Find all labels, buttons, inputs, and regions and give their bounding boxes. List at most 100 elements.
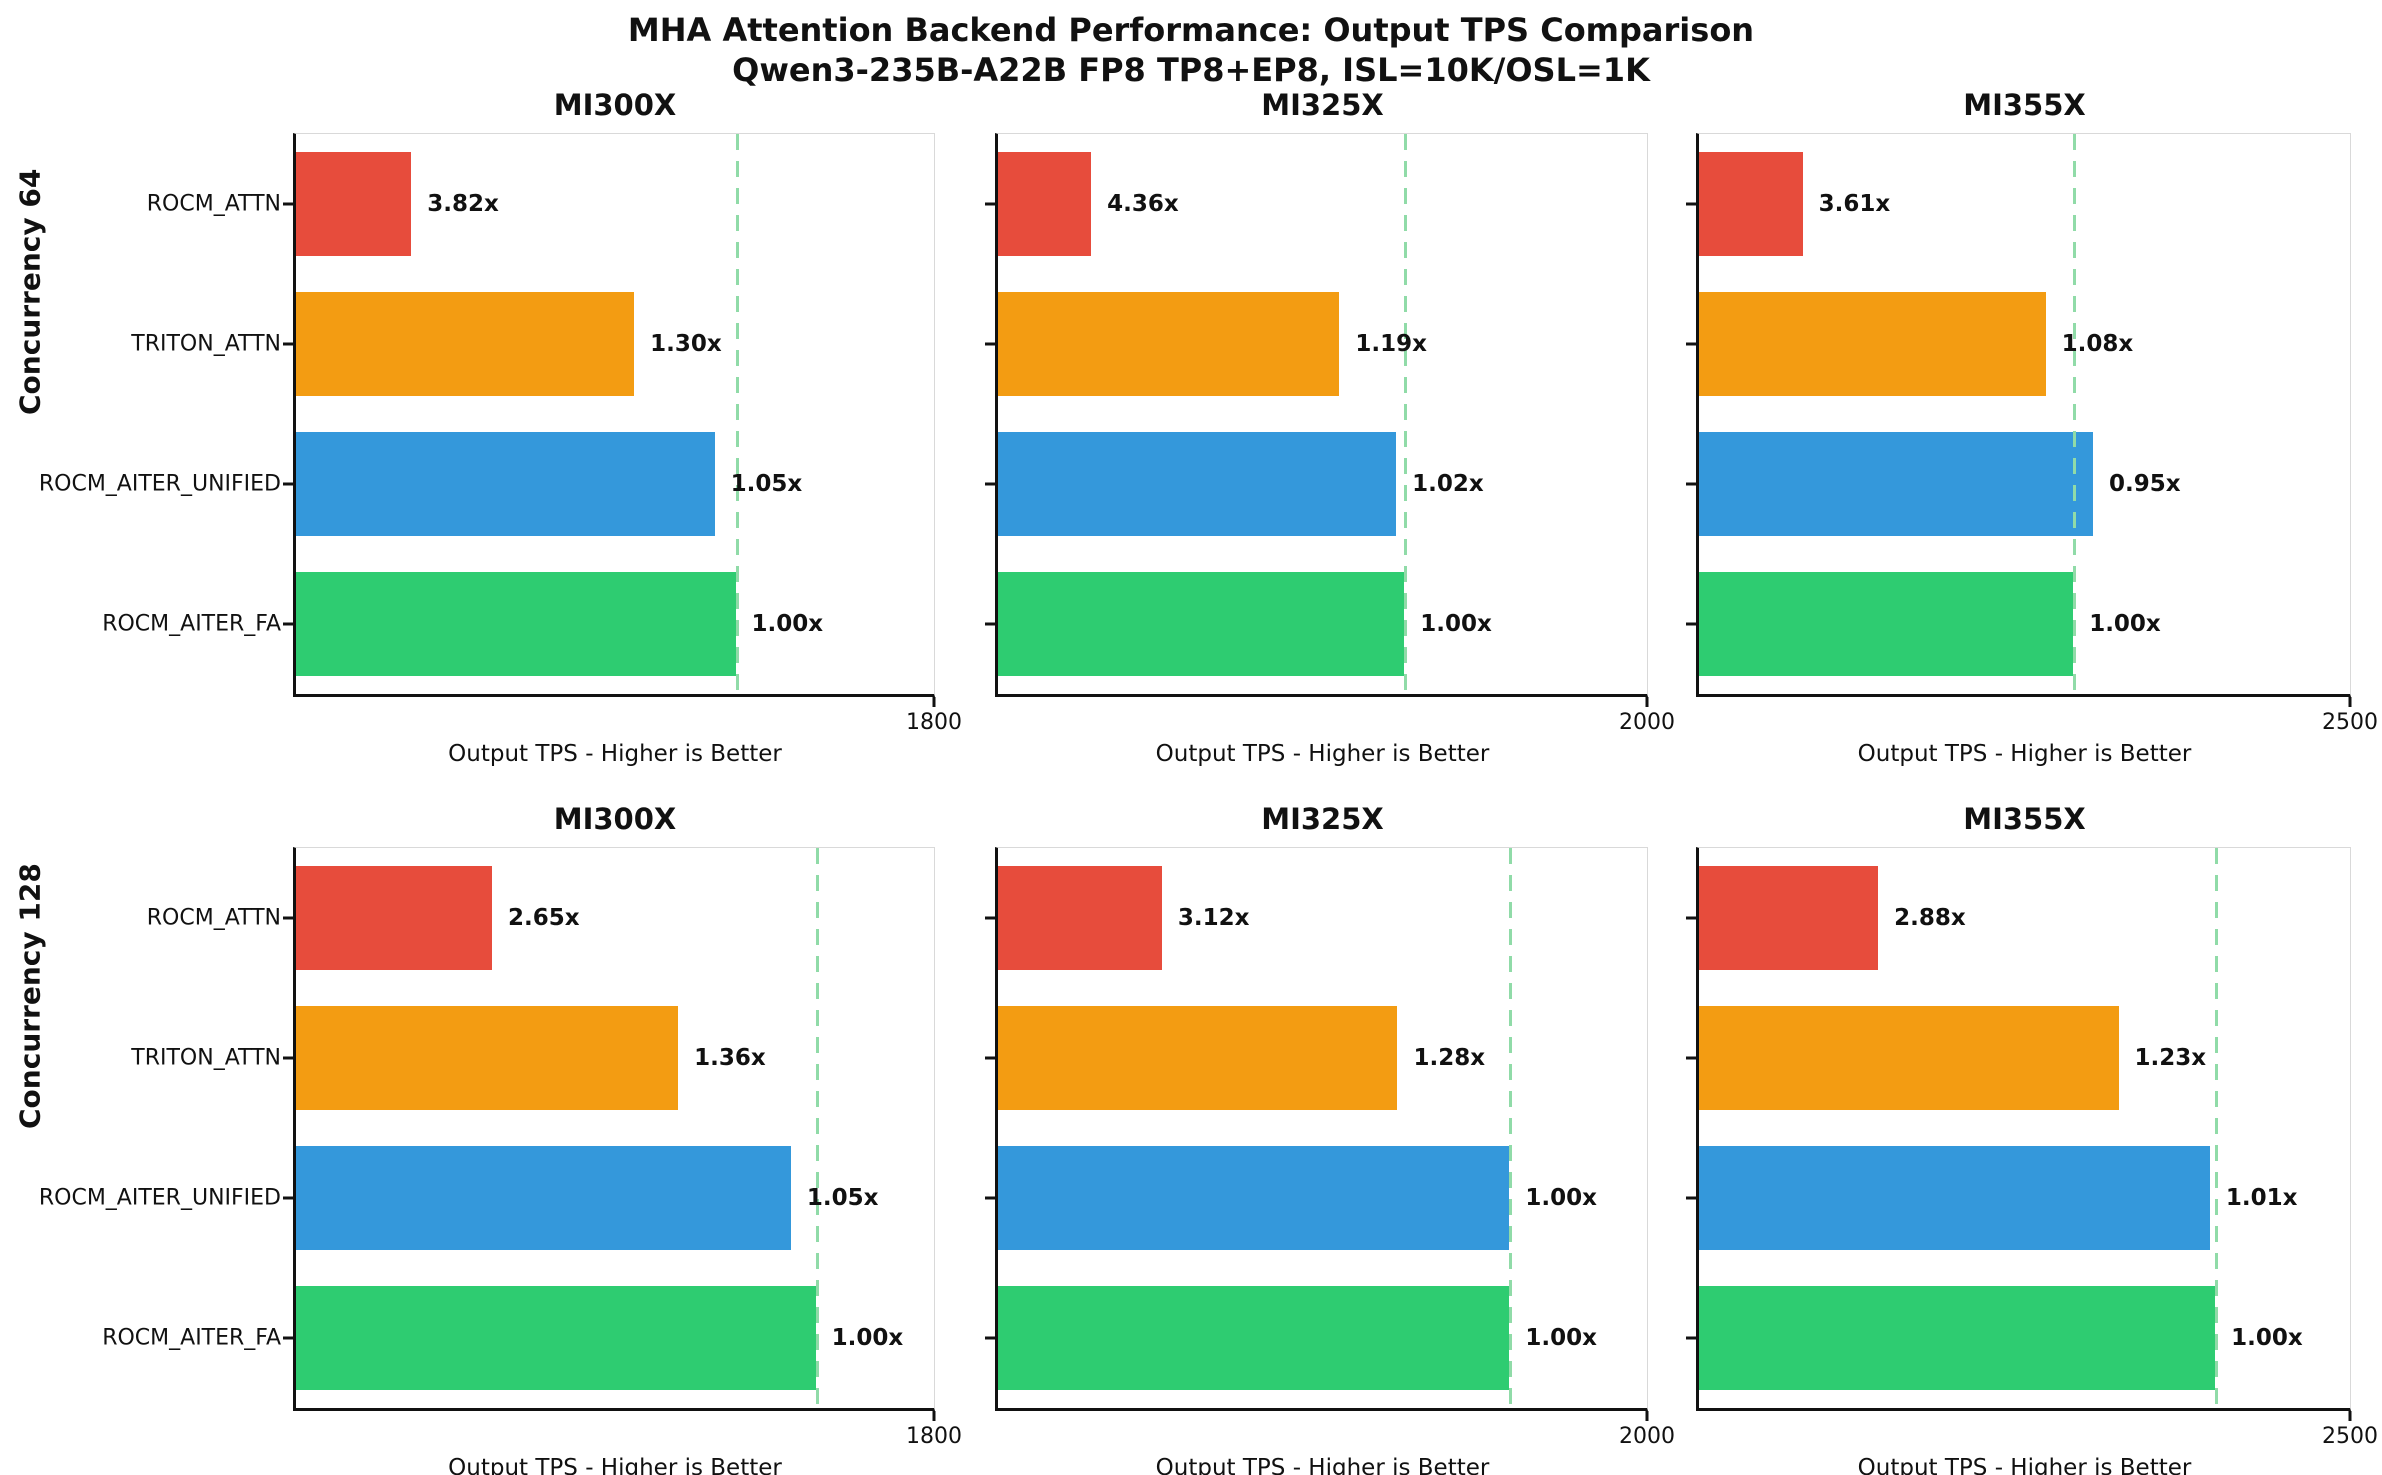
y-tick-label: TRITON_ATTN <box>131 331 281 357</box>
y-tick <box>1686 1336 1696 1340</box>
x-axis-label: Output TPS - Higher is Better <box>448 1455 782 1475</box>
x-max-tick-label: 1800 <box>906 710 962 735</box>
bar-value-label: 1.05x <box>806 1185 879 1211</box>
baseline-dashed-line <box>1404 134 1408 694</box>
bar-value-label: 1.36x <box>694 1045 766 1071</box>
bar-rocm_aiter_fa <box>998 572 1405 676</box>
y-tick <box>985 622 995 626</box>
bar-value-label: 1.00x <box>2089 611 2161 637</box>
bar-value-label: 1.00x <box>831 1325 904 1351</box>
y-tick-label: ROCM_AITER_UNIFIED <box>38 1185 281 1211</box>
y-tick <box>283 622 293 626</box>
bar-value-label: 2.88x <box>1894 905 1966 931</box>
bar-triton_attn <box>1699 292 2046 396</box>
x-tick <box>2348 1411 2352 1421</box>
y-tick-label: ROCM_AITER_FA <box>102 1325 281 1351</box>
bar-value-label: 1.23x <box>2134 1045 2207 1071</box>
y-tick <box>1686 202 1696 206</box>
x-max-tick-label: 2000 <box>1619 710 1675 735</box>
y-tick <box>1686 1196 1696 1200</box>
x-tick <box>1645 1411 1649 1421</box>
bar-triton_attn <box>998 1006 1398 1110</box>
subplot-title: MI300X <box>553 802 677 836</box>
figure-title-line-2: Qwen3-235B-A22B FP8 TP8+EP8, ISL=10K/OSL… <box>732 51 1650 89</box>
bar-rocm_aiter_unified <box>1699 432 2093 536</box>
y-tick <box>283 1336 293 1340</box>
bar-value-label: 1.30x <box>650 331 722 357</box>
baseline-dashed-line <box>2215 848 2219 1408</box>
y-tick <box>1686 1056 1696 1060</box>
y-tick <box>283 1196 293 1200</box>
x-tick <box>932 697 936 707</box>
bar-value-label: 1.05x <box>730 471 803 497</box>
baseline-dashed-line <box>815 848 819 1408</box>
bar-value-label: 1.00x <box>1525 1325 1597 1351</box>
bar-rocm_attn <box>1699 152 1803 256</box>
bar-value-label: 1.00x <box>751 611 824 637</box>
plot-area-mi355x-row1: MI355X 3.61x 1.08x 0.95x 1.00x 2500 Output TPS… <box>1686 88 2378 767</box>
bar-value-label: 1.19x <box>1355 331 1427 357</box>
plot-area-mi325x-row1: MI325X 4.36x 1.19x 1.02x 1.00x 2000 Output TPS… <box>985 88 1675 767</box>
plot-area-mi355x-row2: MI355X 2.88x 1.23x 1.01x 1.00x 2500 Output TPS… <box>1686 802 2378 1475</box>
y-tick <box>985 1336 995 1340</box>
bar-triton_attn <box>1699 1006 2119 1110</box>
bar-rocm_aiter_fa <box>296 1286 816 1390</box>
plot-area-mi300x-row2: MI300X 2.65x ROCM_ATTN 1.36x TRITON_ATTN 1.05… <box>39 802 962 1475</box>
x-axis-label: Output TPS - Higher is Better <box>1155 741 1490 767</box>
bar-rocm_attn <box>296 866 492 970</box>
x-tick <box>2348 697 2352 707</box>
baseline-dashed-line <box>735 134 739 694</box>
y-tick-label: ROCM_AITER_FA <box>102 611 281 637</box>
subplot-title: MI325X <box>1261 88 1384 122</box>
x-axis-label: Output TPS - Higher is Better <box>448 741 782 767</box>
y-tick <box>1686 342 1696 346</box>
bar-value-label: 1.00x <box>1420 611 1492 637</box>
y-tick <box>1686 482 1696 486</box>
plot-area-mi300x-row1: MI300X 3.82x ROCM_ATTN 1.30x TRITON_ATTN 1.05… <box>39 88 962 767</box>
y-tick <box>985 1056 995 1060</box>
subplot-title: MI355X <box>1963 88 2086 122</box>
bar-value-label: 1.00x <box>1525 1185 1597 1211</box>
y-tick <box>985 482 995 486</box>
baseline-dashed-line <box>1509 848 1513 1408</box>
bar-value-label: 1.02x <box>1412 471 1484 497</box>
x-tick <box>1645 697 1649 707</box>
y-tick <box>985 342 995 346</box>
y-tick <box>283 342 293 346</box>
bar-triton_attn <box>296 1006 679 1110</box>
bar-rocm_aiter_unified <box>296 1146 791 1250</box>
x-axis-label: Output TPS - Higher is Better <box>1857 1455 2192 1475</box>
plot-area-mi325x-row2: MI325X 3.12x 1.28x 1.00x 1.00x 2000 Output TPS… <box>985 802 1675 1475</box>
bar-rocm_attn <box>998 866 1162 970</box>
y-tick-label: TRITON_ATTN <box>131 1045 281 1071</box>
bar-rocm_attn <box>998 152 1092 256</box>
bar-rocm_aiter_unified <box>1699 1146 2210 1250</box>
subplot-title: MI300X <box>553 88 677 122</box>
y-tick <box>1686 916 1696 920</box>
bar-value-label: 3.82x <box>427 191 499 217</box>
bar-rocm_aiter_fa <box>296 572 736 676</box>
bar-value-label: 3.12x <box>1177 905 1250 931</box>
y-tick <box>283 202 293 206</box>
x-max-tick-label: 2500 <box>2322 710 2378 735</box>
bar-value-label: 1.01x <box>2225 1185 2298 1211</box>
bar-rocm_aiter_unified <box>296 432 715 536</box>
bar-rocm_attn <box>1699 866 1879 970</box>
y-tick-label: ROCM_ATTN <box>146 905 281 931</box>
baseline-dashed-line <box>2073 134 2077 694</box>
bar-rocm_aiter_fa <box>998 1286 1510 1390</box>
bar-value-label: 2.65x <box>507 905 580 931</box>
bar-value-label: 4.36x <box>1107 191 1179 217</box>
bar-rocm_aiter_unified <box>998 1146 1510 1250</box>
bar-rocm_attn <box>296 152 412 256</box>
y-tick <box>985 202 995 206</box>
bar-value-label: 1.28x <box>1413 1045 1486 1071</box>
y-tick <box>283 916 293 920</box>
x-max-tick-label: 2500 <box>2322 1424 2378 1449</box>
y-tick <box>985 1196 995 1200</box>
subplot-title: MI325X <box>1261 802 1384 836</box>
bar-value-label: 1.08x <box>2061 331 2134 357</box>
figure-title-line-1: MHA Attention Backend Performance: Outpu… <box>627 11 1755 49</box>
y-tick <box>985 916 995 920</box>
